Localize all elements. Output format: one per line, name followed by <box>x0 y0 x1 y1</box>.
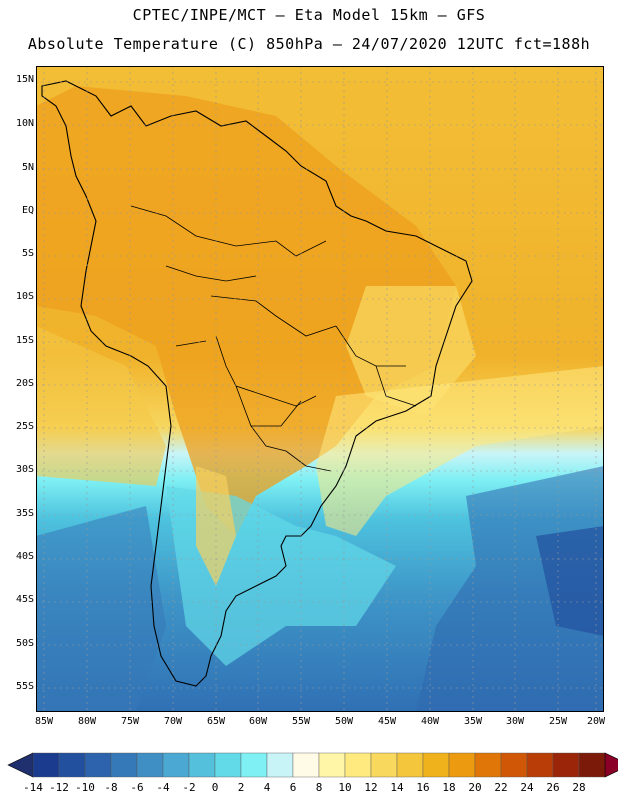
colorbar-tick-label: 22 <box>494 781 508 794</box>
colorbar-low-arrow <box>7 752 34 778</box>
pacific-cool-region <box>36 326 166 486</box>
colorbar-cell <box>474 752 502 778</box>
colorbar-high-arrow <box>604 752 618 778</box>
colorbar-cell <box>266 752 294 778</box>
colorbar-cell <box>526 752 554 778</box>
colorbar-cell <box>318 752 346 778</box>
latitude-label: 50S <box>15 638 34 649</box>
latitude-label: 15N <box>15 74 34 85</box>
colorbar-tick-label: 2 <box>237 781 245 794</box>
latitude-label: 55S <box>15 681 34 692</box>
longitude-label: 65W <box>206 716 226 727</box>
map-title-line2: Absolute Temperature (C) 850hPa – 24/07/… <box>27 35 591 53</box>
longitude-label: 80W <box>77 716 97 727</box>
colorbar-cell <box>32 752 60 778</box>
colorbar-tick-label: 18 <box>442 781 456 794</box>
country-borders <box>130 205 417 472</box>
colorbar-cell <box>292 752 320 778</box>
colorbar-tick-label: 4 <box>263 781 271 794</box>
colorbar-cell <box>58 752 86 778</box>
colorbar-tick-label: -4 <box>156 781 170 794</box>
colorbar-cell <box>84 752 112 778</box>
colorbar-cell <box>578 752 606 778</box>
longitude-label: 20W <box>586 716 606 727</box>
pacific-cold-region <box>36 506 166 712</box>
latitude-label: 20S <box>15 378 34 389</box>
deep-cold-region <box>536 526 604 636</box>
colorbar-tick-label: 24 <box>520 781 534 794</box>
colorbar-tick-label: 10 <box>338 781 352 794</box>
colorbar-cell <box>422 752 450 778</box>
latitude-label: 40S <box>15 551 34 562</box>
colorbar-cell <box>162 752 190 778</box>
latitude-label: 5N <box>21 162 34 173</box>
longitude-label: 35W <box>463 716 483 727</box>
colorbar-cell <box>136 752 164 778</box>
map-frame <box>36 66 604 712</box>
colorbar-tick-label: -2 <box>182 781 196 794</box>
longitude-label: 55W <box>291 716 311 727</box>
longitude-label: 60W <box>248 716 268 727</box>
longitude-label: 85W <box>34 716 54 727</box>
latitude-label: 10N <box>15 118 34 129</box>
atlantic-cold-region <box>416 466 604 712</box>
latitude-label: 15S <box>15 335 34 346</box>
colorbar-tick-label: -12 <box>49 781 69 794</box>
colorbar-tick-label: -10 <box>75 781 95 794</box>
atlantic-warm-band <box>316 366 604 536</box>
patagonia-warm-patch <box>196 466 236 586</box>
longitude-label: 40W <box>420 716 440 727</box>
colorbar-cell <box>370 752 398 778</box>
colorbar-tick-label: 6 <box>289 781 297 794</box>
longitude-label: 70W <box>163 716 183 727</box>
colorbar-cell <box>448 752 476 778</box>
colorbar-tick-label: -8 <box>104 781 118 794</box>
longitude-label: 75W <box>120 716 140 727</box>
latitude-label: 25S <box>15 421 34 432</box>
colorbar-cell <box>110 752 138 778</box>
latitude-label: 35S <box>15 508 34 519</box>
colorbar-cell <box>214 752 242 778</box>
colorbar-tick-label: 28 <box>572 781 586 794</box>
colorbar-cell <box>188 752 216 778</box>
colorbar-tick-label: 16 <box>416 781 430 794</box>
colorbar-tick-label: 20 <box>468 781 482 794</box>
colorbar-tick-label: -6 <box>130 781 144 794</box>
colorbar-tick-label: 12 <box>364 781 378 794</box>
latitude-label: 30S <box>15 464 34 475</box>
continent-outline <box>41 80 473 687</box>
colorbar-tick-label: 14 <box>390 781 404 794</box>
colorbar-tick-label: 0 <box>211 781 219 794</box>
colorbar-cell <box>500 752 528 778</box>
latitude-label: 45S <box>15 594 34 605</box>
latitude-label: 10S <box>15 291 34 302</box>
colorbar-cell <box>552 752 580 778</box>
colorbar-tick-label: 26 <box>546 781 560 794</box>
latitude-label: 5S <box>21 248 34 259</box>
colorbar-tick-label: 8 <box>315 781 323 794</box>
atlantic-yellow-region <box>346 286 476 416</box>
colorbar-cell <box>396 752 424 778</box>
longitude-label: 50W <box>334 716 354 727</box>
colorbar-cell <box>344 752 372 778</box>
latitude-grid <box>36 81 604 689</box>
colorbar-tick-label: -14 <box>23 781 43 794</box>
color-scale-bar <box>7 752 618 778</box>
map-title-line1: CPTEC/INPE/MCT – Eta Model 15km – GFS <box>132 6 486 24</box>
latitude-label: EQ <box>21 205 34 216</box>
colorbar-cell <box>240 752 268 778</box>
longitude-label: 45W <box>377 716 397 727</box>
longitude-label: 30W <box>505 716 525 727</box>
longitude-label: 25W <box>548 716 568 727</box>
temperature-map <box>36 66 604 712</box>
